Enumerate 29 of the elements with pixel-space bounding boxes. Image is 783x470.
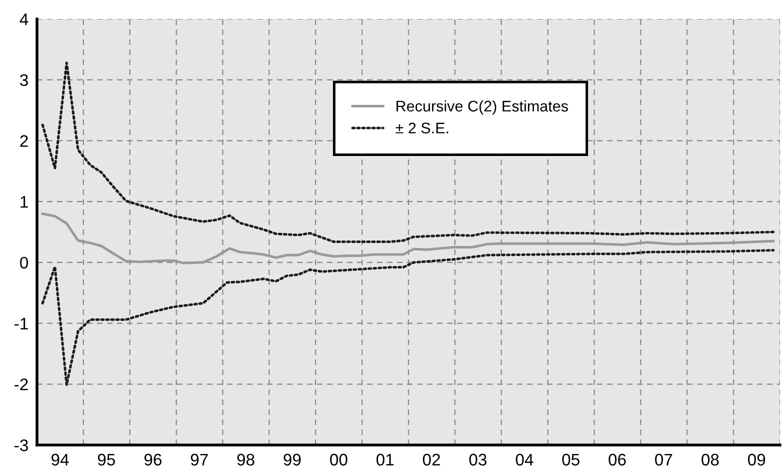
y-tick-label: -3: [14, 439, 28, 452]
x-tick-label: 04: [516, 454, 534, 466]
legend-label: Recursive C(2) Estimates: [396, 100, 568, 115]
y-tick-label: 0: [20, 256, 28, 269]
y-tick-label: -1: [14, 318, 28, 330]
x-tick-label: 09: [748, 454, 766, 466]
line-series: [41, 62, 775, 243]
y-tick-label: 3: [20, 74, 28, 86]
x-tick-label: 98: [237, 454, 254, 466]
x-tick-label: 07: [655, 454, 672, 466]
y-tick-label: -2: [14, 378, 28, 390]
line-series: [41, 249, 775, 386]
x-tick-label: 08: [702, 454, 719, 466]
x-tick-label: 05: [562, 454, 580, 466]
x-tick-label: 94: [52, 454, 69, 466]
line-series: [41, 212, 775, 264]
x-tick-label: 06: [608, 454, 626, 466]
x-tick-label: 03: [469, 454, 486, 466]
y-tick-label: 4: [20, 14, 28, 26]
y-tick-label: 1: [20, 196, 28, 208]
x-tick-label: 96: [144, 454, 162, 466]
x-tick-label: 97: [190, 454, 208, 466]
legend-label: ± 2 S.E.: [396, 122, 448, 134]
y-tick-label: 2: [20, 135, 28, 147]
x-tick-label: 95: [98, 454, 115, 466]
x-tick-label: 02: [422, 454, 440, 466]
x-tick-label: 99: [284, 454, 301, 466]
x-tick-label: 00: [330, 454, 348, 466]
x-tick-label: 01: [376, 454, 394, 466]
